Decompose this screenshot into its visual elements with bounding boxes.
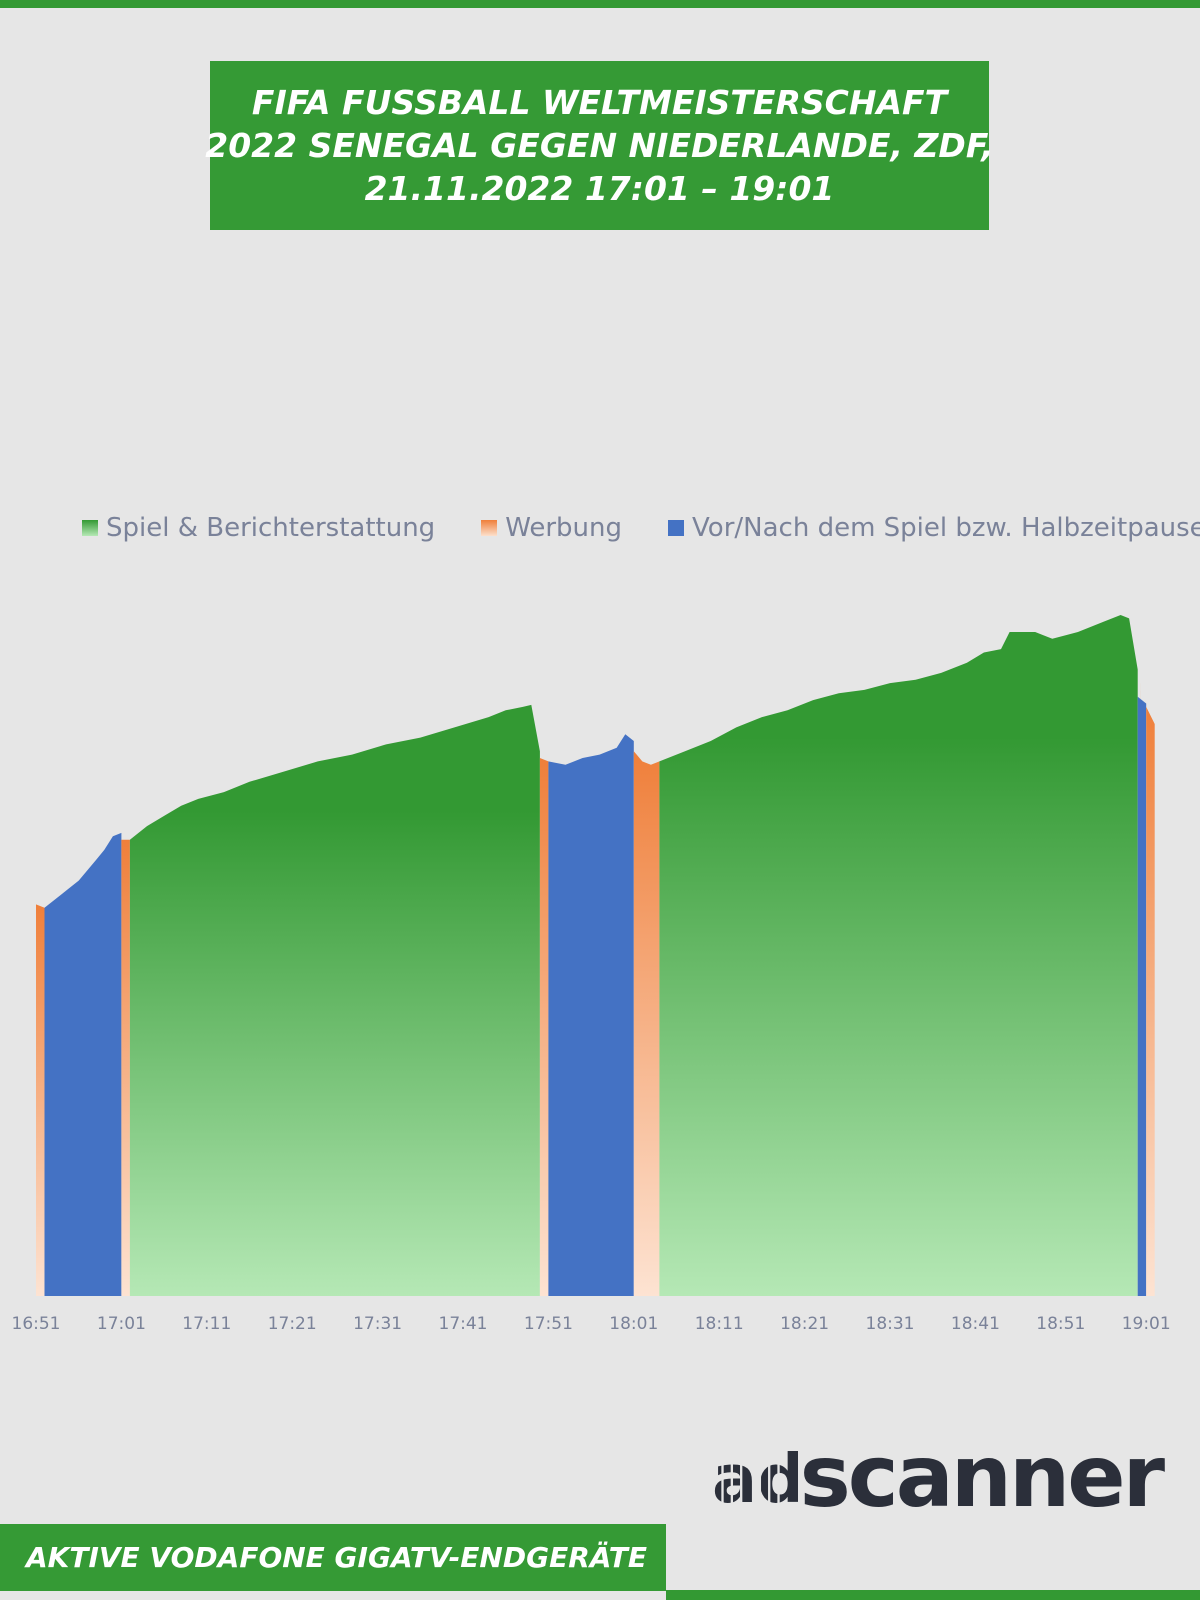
adscanner-logo-text: scanner	[799, 1427, 1165, 1527]
legend-label-vor-nach: Vor/Nach dem Spiel bzw. Halbzeitpause	[692, 513, 1200, 543]
chart-areas	[36, 615, 1155, 1296]
x-tick-label: 17:31	[353, 1314, 402, 1334]
area-segment-werbung-6	[633, 751, 660, 1296]
bottom-stripe	[666, 1590, 1200, 1600]
area-segment-vor-nach-5	[548, 734, 634, 1296]
area-segment-werbung-10	[1146, 706, 1155, 1296]
top-stripe	[0, 0, 1200, 8]
area-segment-spiel-3	[129, 704, 540, 1296]
legend-swatch-spiel	[82, 520, 98, 536]
area-segment-werbung-0	[36, 904, 45, 1296]
footer-banner: AKTIVE VODAFONE GIGATV-ENDGERÄTE	[0, 1524, 666, 1591]
x-tick-label: 17:01	[97, 1314, 146, 1334]
area-segment-spiel-7	[659, 615, 1138, 1296]
x-tick-label: 18:11	[695, 1314, 744, 1334]
area-segment-werbung-2	[121, 839, 130, 1296]
x-axis-ticks: 16:51 17:01 17:11 17:21 17:31 17:41 17:51 18:01…	[12, 1314, 1171, 1334]
legend-label-spiel: Spiel & Berichterstattung	[106, 513, 436, 543]
footer-label: AKTIVE VODAFONE GIGATV-ENDGERÄTE	[26, 1541, 647, 1574]
x-tick-label: 18:01	[609, 1314, 658, 1334]
legend-item-vor-nach: Vor/Nach dem Spiel bzw. Halbzeitpause	[668, 513, 1200, 543]
chart-title-line-3: 21.11.2022 17:01 – 19:01	[364, 169, 835, 208]
adscanner-logo: ad scanner	[712, 1427, 1165, 1527]
x-tick-label: 18:41	[951, 1314, 1000, 1334]
x-tick-label: 17:21	[268, 1314, 317, 1334]
chart-title-line-1: FIFA FUSSBALL WELTMEISTERSCHAFT	[251, 83, 948, 122]
area-segment-vor-nach-1	[44, 832, 122, 1296]
x-tick-label: 18:31	[866, 1314, 915, 1334]
legend-label-werbung: Werbung	[505, 513, 623, 543]
legend-item-spiel: Spiel & Berichterstattung	[82, 513, 435, 543]
area-chart: 16:51 17:01 17:11 17:21 17:31 17:41 17:51 18:01…	[12, 615, 1171, 1334]
chart-legend: Spiel & Berichterstattung Werbung Vor/Na…	[82, 510, 1200, 546]
x-tick-label: 17:41	[439, 1314, 488, 1334]
x-tick-label: 19:01	[1122, 1314, 1171, 1334]
x-tick-label: 16:51	[12, 1314, 61, 1334]
adscanner-logo-mark-letters: ad	[712, 1440, 798, 1517]
legend-item-werbung: Werbung	[481, 513, 622, 543]
x-tick-label: 18:21	[780, 1314, 829, 1334]
legend-swatch-vor-nach	[668, 520, 685, 536]
area-segment-werbung-4	[539, 758, 549, 1296]
x-tick-label: 18:51	[1036, 1314, 1085, 1334]
x-tick-label: 17:11	[182, 1314, 231, 1334]
area-segment-vor-nach-9	[1137, 696, 1147, 1296]
x-tick-label: 17:51	[524, 1314, 573, 1334]
chart-title-box: FIFA FUSSBALL WELTMEISTERSCHAFT 2022 SEN…	[205, 61, 994, 230]
chart-title-line-2: 2022 SENEGAL GEGEN NIEDERLANDE, ZDF,	[205, 126, 994, 165]
legend-swatch-werbung	[481, 520, 498, 536]
adscanner-logo-mark: ad	[712, 1440, 798, 1517]
